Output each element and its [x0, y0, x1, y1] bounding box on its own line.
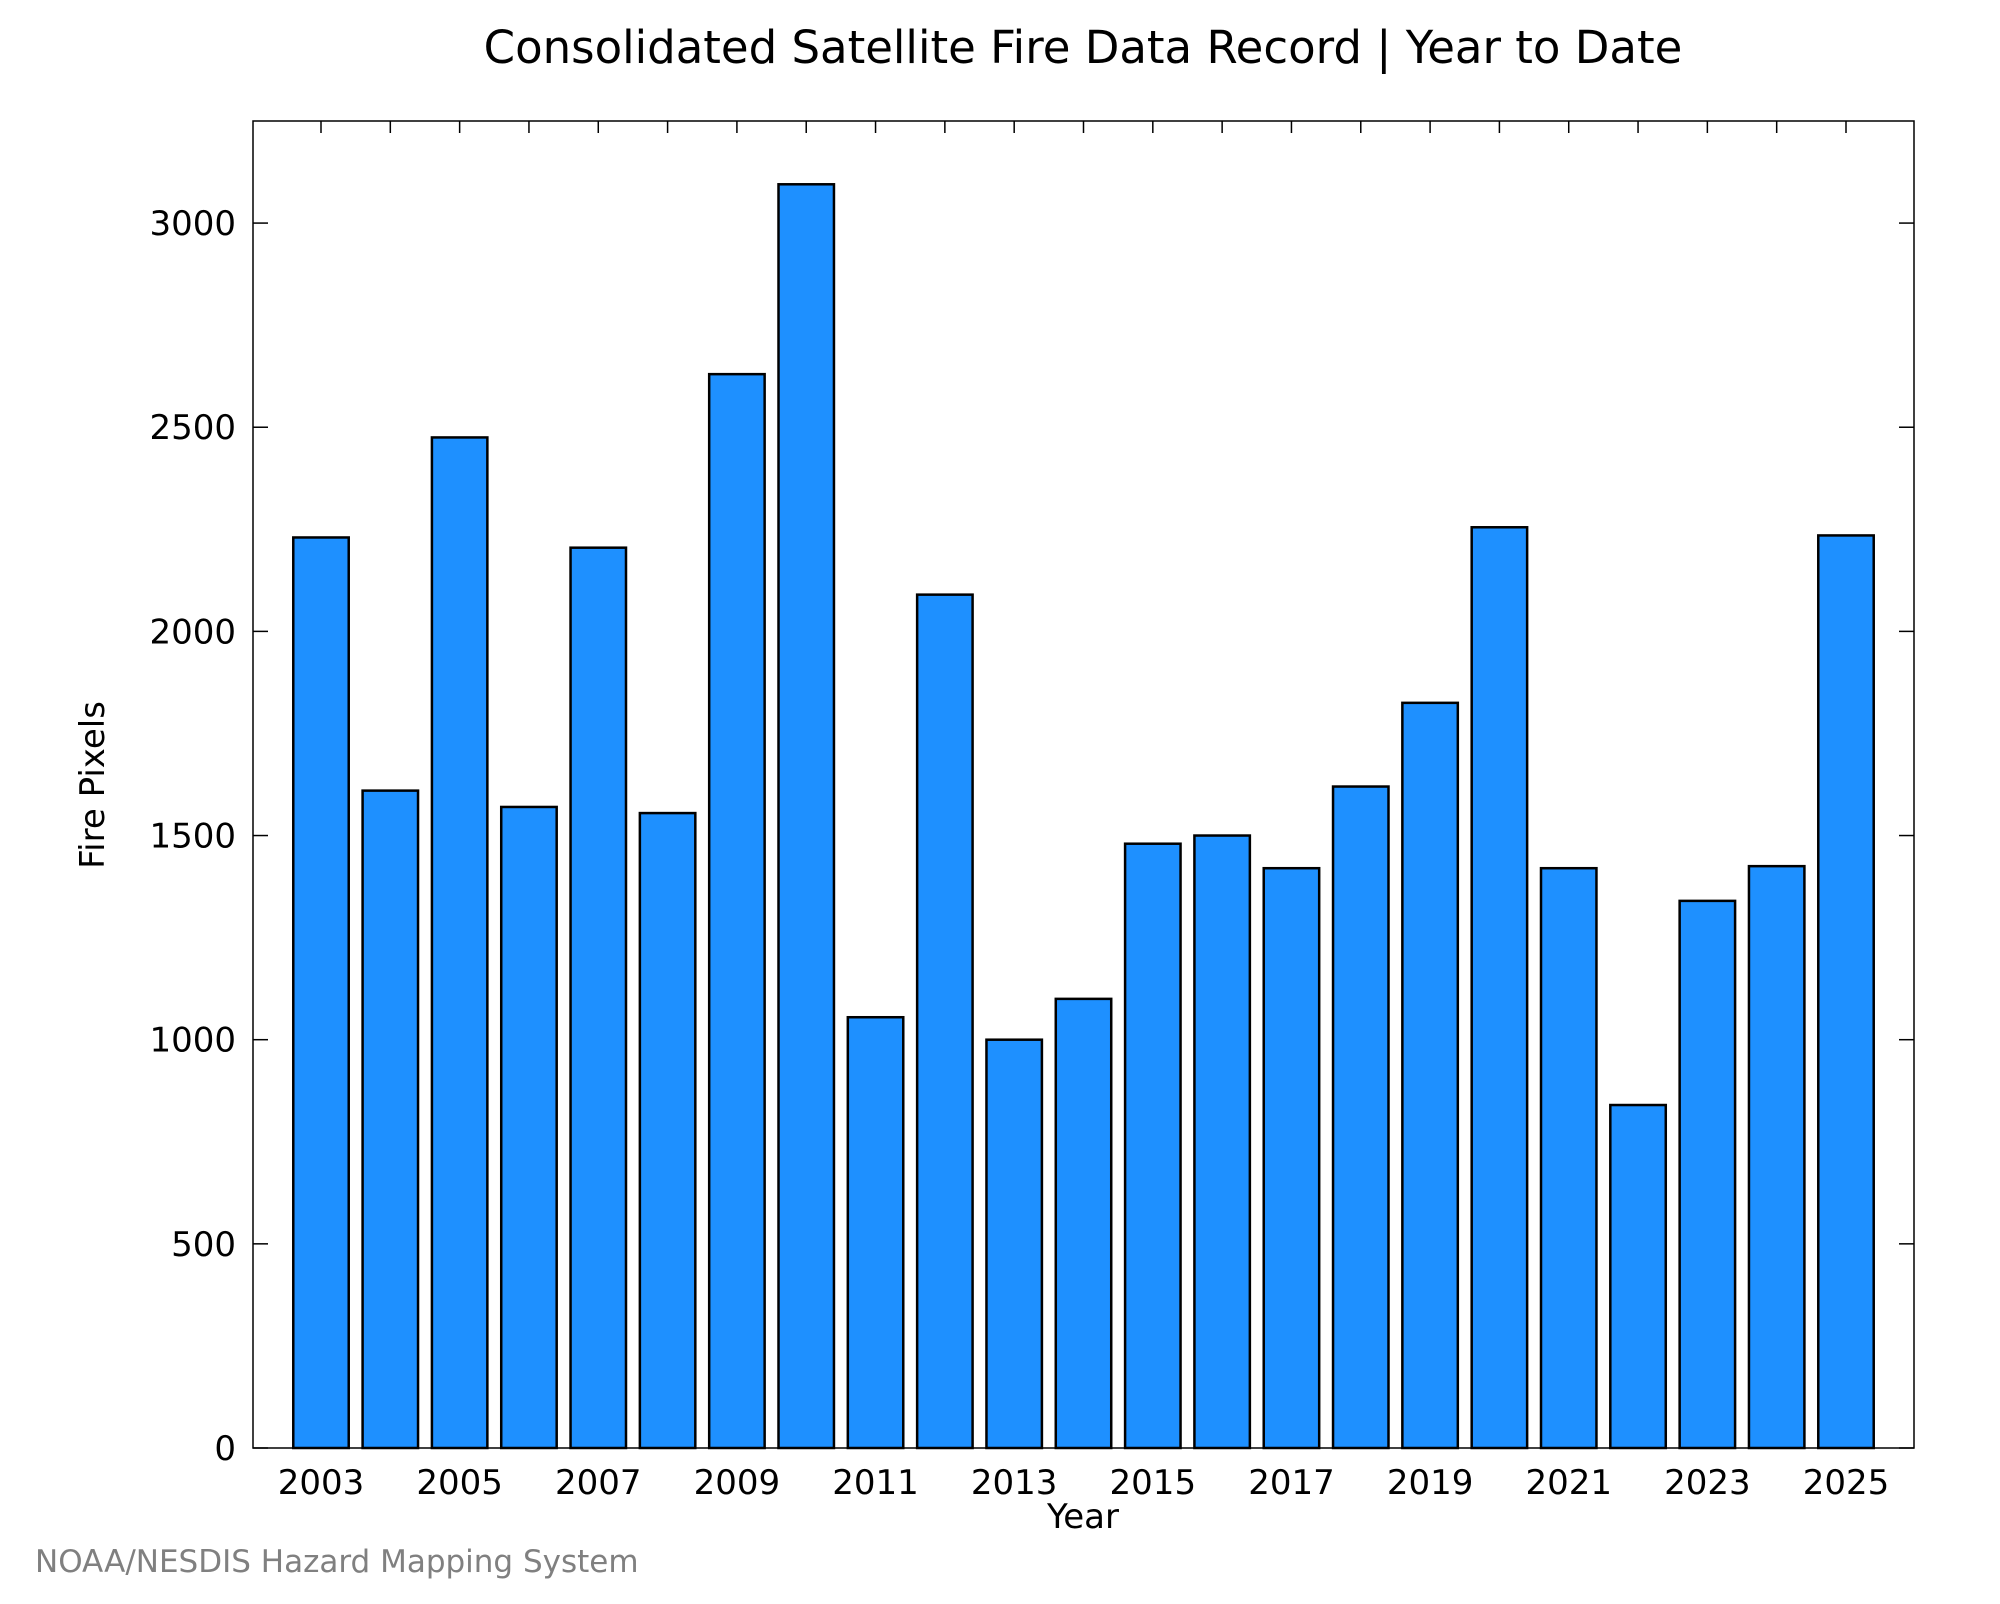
x-tick-label: 2017 [1248, 1463, 1335, 1503]
bar [638, 811, 697, 1450]
x-tick-label: 2013 [971, 1463, 1058, 1503]
x-tick-label: 2015 [1110, 1463, 1197, 1503]
x-tick-label: 2023 [1664, 1463, 1751, 1503]
bar [292, 536, 350, 1450]
y-tick-label: 500 [171, 1225, 236, 1265]
x-tick-label: 2011 [832, 1463, 919, 1503]
bar [1609, 1103, 1668, 1450]
bar [1054, 997, 1113, 1450]
bar [1331, 785, 1390, 1450]
bar [1262, 866, 1321, 1450]
bar [499, 805, 558, 1450]
x-tick-label: 2025 [1803, 1463, 1890, 1503]
bar [361, 789, 420, 1450]
x-tick-label: 2021 [1525, 1463, 1612, 1503]
bar [1678, 899, 1737, 1450]
y-axis: 0 500 1000 1500 2000 2500 3000 [149, 204, 1914, 1469]
y-tick-label: 2000 [149, 612, 236, 652]
y-tick-label: 1500 [149, 817, 236, 857]
source-note: NOAA/NESDIS Hazard Mapping System [35, 1544, 639, 1580]
y-tick-label: 3000 [149, 204, 236, 244]
bar [985, 1038, 1044, 1450]
bar [569, 546, 628, 1450]
bar [430, 436, 489, 1450]
bar [1539, 866, 1598, 1450]
bar-series [292, 183, 1875, 1450]
bar [1747, 864, 1806, 1450]
y-tick-label: 2500 [149, 408, 236, 448]
bar [777, 183, 836, 1450]
bar [707, 372, 766, 1450]
y-axis-label: Fire Pixels [73, 701, 113, 869]
bar [1123, 842, 1182, 1450]
x-tick-label: 2009 [694, 1463, 781, 1503]
bar [1470, 526, 1529, 1450]
bar [846, 1015, 905, 1450]
y-tick-label: 0 [214, 1429, 236, 1469]
bar [1817, 534, 1875, 1450]
bar [1401, 701, 1460, 1450]
bar [1193, 834, 1252, 1450]
x-tick-label: 2019 [1387, 1463, 1474, 1503]
x-tick-label: 2005 [416, 1463, 503, 1503]
x-axis: 2003 2005 2007 2009 2011 2013 2015 2017 2019 2021… [278, 121, 1890, 1503]
bar [915, 593, 974, 1450]
x-tick-label: 2007 [555, 1463, 642, 1503]
x-axis-label: Year [1046, 1497, 1119, 1537]
y-tick-label: 1000 [149, 1021, 236, 1061]
x-tick-label: 2003 [278, 1463, 365, 1503]
chart-title: Consolidated Satellite Fire Data Record … [484, 21, 1683, 74]
